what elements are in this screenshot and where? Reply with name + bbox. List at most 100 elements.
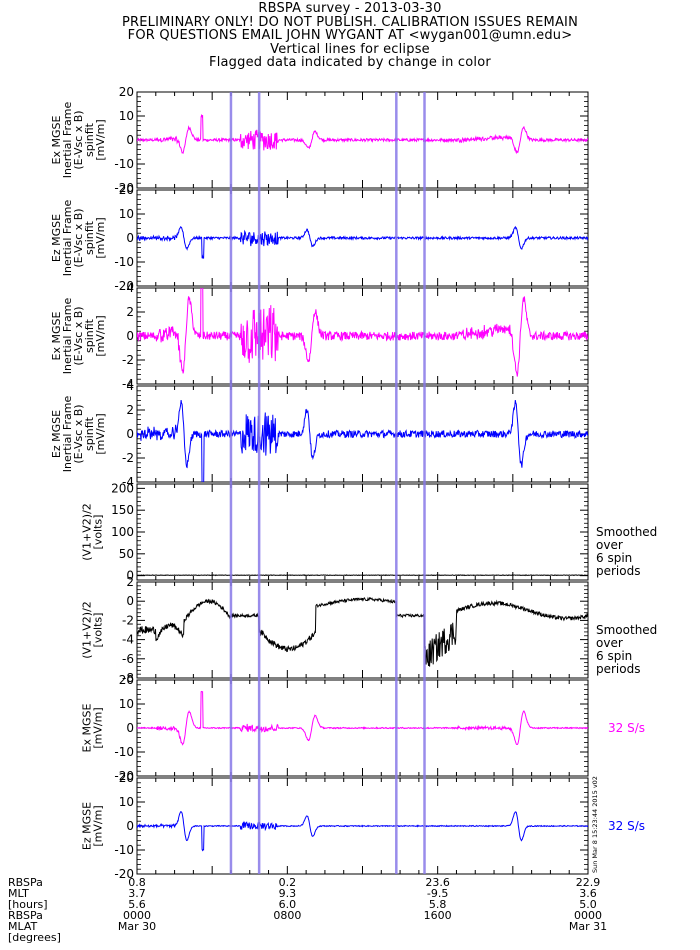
y-tick-label: -10 [114, 255, 134, 269]
flag-note: Flagged data indicated by change in colo… [209, 55, 491, 70]
y-axis-label: (V1+V2)/2[volts] [81, 601, 105, 659]
y-tick-label: 50 [119, 547, 134, 561]
timestamp-annotation: Sun Mar 8 15:23:44 2015 v02 [591, 776, 599, 873]
y-axis-label-line: (E-Vsc x B) [72, 306, 85, 365]
y-tick-label: -2 [122, 353, 134, 367]
footer-value: 5.0 [579, 898, 597, 911]
footer-value: Mar 31 [569, 920, 607, 933]
y-tick-label: -2 [122, 451, 134, 465]
contact-line: FOR QUESTIONS EMAIL JOHN WYGANT AT <wyga… [127, 28, 573, 43]
y-tick-label: 0 [126, 427, 134, 441]
y-tick-label: 10 [119, 109, 134, 123]
y-tick-label: 0 [126, 329, 134, 343]
y-axis-label-line: (E-Vsc x B) [72, 110, 85, 169]
y-axis-label-line: [mV/m] [94, 413, 107, 454]
y-tick-label: 2 [126, 575, 134, 589]
y-axis-label-line: [mV/m] [92, 805, 105, 846]
y-tick-label: 20 [119, 673, 134, 687]
panel-8: -20 -10 0 10 20 Ez MGSE[mV/m] 32 S/s [81, 771, 646, 881]
y-tick-label: -20 [114, 867, 134, 881]
series-line [137, 225, 588, 259]
warning-line: PRELIMINARY ONLY! DO NOT PUBLISH. CALIBR… [121, 14, 579, 30]
footer-value: 0800 [273, 909, 301, 922]
y-tick-label: 0 [126, 594, 134, 608]
y-axis-label-line: spinfit [83, 220, 96, 255]
y-tick-label: 150 [111, 503, 134, 517]
chart-header: RBSPA survey - 2013-03-30 PRELIMINARY ON… [0, 2, 700, 70]
panel-frame [136, 581, 589, 679]
footer-value: 23.6 [425, 876, 450, 889]
footer-value: 3.6 [579, 887, 597, 900]
panel-6: -8 -6 -4 -2 0 2 (V1+V2)/2[volts] Smoothedover6 … [81, 575, 658, 685]
y-tick-label: 10 [119, 207, 134, 221]
y-axis-label-line: (E-Vsc x B) [72, 404, 85, 463]
eclipse-lines [229, 92, 426, 874]
footer-row-label: RBSPa [8, 876, 43, 889]
side-label-line: 32 S/s [608, 819, 645, 833]
footer-row-label: MLT [8, 887, 29, 900]
y-axis-label: (V1+V2)/2[volts] [81, 503, 105, 561]
y-tick-label: -10 [114, 843, 134, 857]
footer-value: 6.0 [279, 898, 297, 911]
y-tick-label: 0 [126, 569, 134, 583]
side-label-line: over [596, 636, 623, 650]
footer-value: 0.8 [128, 876, 146, 889]
series-line [137, 113, 588, 155]
footer-row-label: MLAT [8, 920, 38, 933]
y-tick-label: -6 [122, 652, 134, 666]
y-axis-label-line: (V1+V2)/2 [81, 503, 94, 561]
y-tick-label: 2 [126, 305, 134, 319]
footer-value: 3.7 [128, 887, 146, 900]
y-tick-label: 4 [126, 379, 134, 393]
y-tick-label: 2 [126, 403, 134, 417]
side-label-line: periods [596, 564, 640, 578]
y-tick-label: -4 [122, 377, 134, 391]
y-tick-label: 100 [111, 525, 134, 539]
y-tick-label: 0 [126, 721, 134, 735]
series-line [137, 288, 588, 377]
footer-value: 5.6 [128, 898, 146, 911]
y-axis-label-line: (E-Vsc x B) [72, 208, 85, 267]
footer-value: Mar 30 [118, 920, 156, 933]
chart-title: RBSPA survey - 2013-03-30 [258, 1, 442, 16]
y-tick-label: -20 [114, 181, 134, 195]
series-line [137, 811, 588, 852]
y-axis-label: Ez MGSE[mV/m] [81, 802, 105, 850]
footer-value: 0.2 [279, 876, 297, 889]
y-axis-label-line: Inertial Frame [61, 200, 74, 277]
y-axis-label-line: Inertial Frame [61, 298, 74, 375]
y-axis-label-line: [mV/m] [94, 119, 107, 160]
y-axis-label-line: Ex MGSE [81, 703, 94, 752]
footer-row-label: [hours] [8, 898, 48, 911]
y-tick-label: 10 [119, 795, 134, 809]
side-label-line: over [596, 538, 623, 552]
y-axis-label-line: Inertial Frame [61, 102, 74, 179]
series-line [137, 400, 588, 482]
footer-value: 22.9 [576, 876, 601, 889]
y-tick-label: 4 [126, 281, 134, 295]
y-tick-label: 20 [119, 183, 134, 197]
side-label-line: Smoothed [596, 623, 657, 637]
footer-value: 9.3 [279, 887, 297, 900]
y-axis-label-line: Inertial Frame [61, 396, 74, 473]
series-line [137, 596, 588, 667]
y-tick-label: 20 [119, 771, 134, 785]
y-tick-label: -10 [114, 745, 134, 759]
footer-row-label: RBSPa [8, 909, 43, 922]
side-label-line: periods [596, 662, 640, 676]
side-label-line: 6 spin [596, 551, 632, 565]
side-label: 32 S/s [608, 721, 645, 735]
series-line [137, 690, 588, 746]
y-axis-label-line: Ez MGSE [81, 802, 94, 850]
y-axis-label-line: (V1+V2)/2 [81, 601, 94, 659]
y-tick-label: -4 [122, 475, 134, 489]
y-axis-label-line: spinfit [83, 416, 96, 451]
